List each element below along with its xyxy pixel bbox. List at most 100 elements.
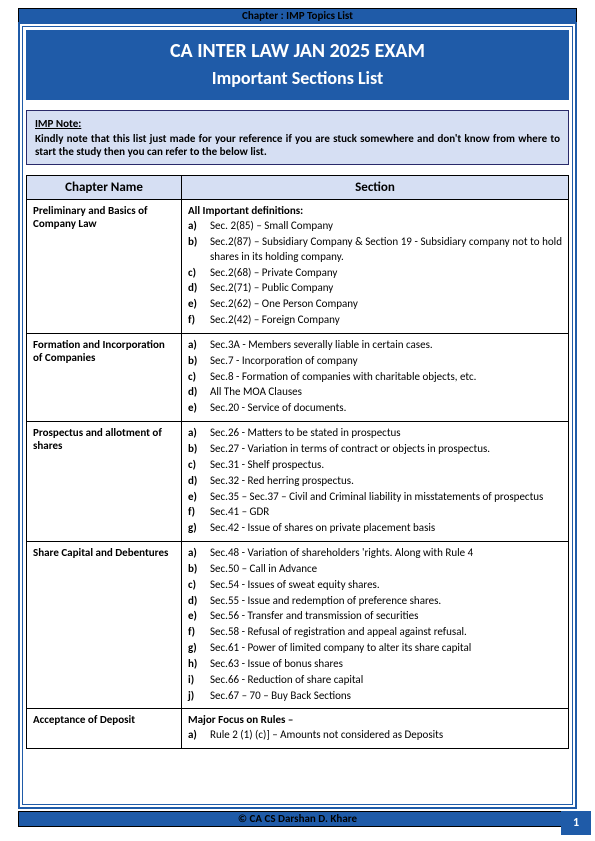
list-item: a)Sec.26 - Matters to be stated in prosp… <box>188 426 562 441</box>
list-item: a)Sec.3A - Members severally liable in c… <box>188 338 562 353</box>
title-box: CA INTER LAW JAN 2025 EXAM Important Sec… <box>26 30 569 100</box>
item-text: Sec.32 - Red herring prospectus. <box>210 474 354 487</box>
item-label: c) <box>188 458 206 473</box>
chapter-cell: Formation and Incorporation of Companies <box>27 333 182 421</box>
item-text: Sec.42 - Issue of shares on private plac… <box>210 521 435 534</box>
item-label: e) <box>188 297 206 312</box>
item-label: f) <box>188 505 206 520</box>
section-intro: Major Focus on Rules – <box>188 713 562 726</box>
item-label: g) <box>188 641 206 656</box>
item-text: Sec.3A - Members severally liable in cer… <box>210 338 433 351</box>
table-body: Preliminary and Basics of Company LawAll… <box>27 200 569 749</box>
list-item: d) All The MOA Clauses <box>188 385 562 400</box>
section-intro: All Important definitions: <box>188 204 562 217</box>
item-text: Sec.55 - Issue and redemption of prefere… <box>210 594 441 607</box>
item-text: Sec.56 - Transfer and transmission of se… <box>210 609 418 622</box>
item-text: Sec.8 - Formation of companies with char… <box>210 370 476 383</box>
section-cell: a)Sec.26 - Matters to be stated in prosp… <box>182 422 569 542</box>
item-list: a)Sec.26 - Matters to be stated in prosp… <box>188 426 562 536</box>
item-label: e) <box>188 401 206 416</box>
list-item: f) Sec.41 – GDR <box>188 505 562 520</box>
item-label: d) <box>188 281 206 296</box>
item-label: b) <box>188 354 206 369</box>
content-area: CA INTER LAW JAN 2025 EXAM Important Sec… <box>26 30 569 801</box>
item-label: e) <box>188 609 206 624</box>
list-item: c) Sec.2(68) – Private Company <box>188 266 562 281</box>
col-section: Section <box>182 176 569 200</box>
item-list: a)Sec.48 - Variation of shareholders 'ri… <box>188 546 562 703</box>
list-item: g) Sec.61 - Power of limited company to a… <box>188 641 562 656</box>
sections-table: Chapter Name Section Preliminary and Bas… <box>26 175 569 749</box>
section-cell: a)Sec.3A - Members severally liable in c… <box>182 333 569 421</box>
main-title: CA INTER LAW JAN 2025 EXAM <box>27 39 568 63</box>
item-label: e) <box>188 490 206 505</box>
item-label: h) <box>188 657 206 672</box>
chapter-cell: Preliminary and Basics of Company Law <box>27 200 182 334</box>
list-item: d) Sec.55 - Issue and redemption of prefe… <box>188 594 562 609</box>
item-label: d) <box>188 474 206 489</box>
note-box: IMP Note: Kindly note that this list jus… <box>26 110 569 165</box>
item-text: Sec.41 – GDR <box>210 505 269 518</box>
list-item: a)Rule 2 (1) (c)] – Amounts not consider… <box>188 728 562 743</box>
item-label: g) <box>188 521 206 536</box>
item-text: Sec.2(87) – Subsidiary Company & Section… <box>210 235 562 263</box>
item-text: Sec.31 - Shelf prospectus. <box>210 458 324 471</box>
item-list: a)Sec.3A - Members severally liable in c… <box>188 338 562 416</box>
item-text: Sec.2(68) – Private Company <box>210 266 337 279</box>
item-text: Sec.58 - Refusal of registration and app… <box>210 625 467 638</box>
item-label: c) <box>188 370 206 385</box>
item-label: f) <box>188 313 206 328</box>
item-text: Sec. 2(85) – Small Company <box>210 219 333 232</box>
item-label: f) <box>188 625 206 640</box>
list-item: e) Sec.2(62) – One Person Company <box>188 297 562 312</box>
page-number: 1 <box>561 811 591 835</box>
item-label: a) <box>188 546 206 561</box>
list-item: j) Sec.67 – 70 – Buy Back Sections <box>188 689 562 704</box>
list-item: f)Sec.2(42) – Foreign Company <box>188 313 562 328</box>
list-item: g) Sec.42 - Issue of shares on private pl… <box>188 521 562 536</box>
note-heading: IMP Note: <box>35 117 560 130</box>
note-body: Kindly note that this list just made for… <box>35 132 560 158</box>
list-item: d) Sec.32 - Red herring prospectus. <box>188 474 562 489</box>
list-item: h) Sec.63 - Issue of bonus shares <box>188 657 562 672</box>
list-item: c) Sec.8 - Formation of companies with ch… <box>188 370 562 385</box>
item-label: i) <box>188 673 206 688</box>
item-list: a) Sec. 2(85) – Small Company b) Sec.2(87) … <box>188 219 562 328</box>
item-text: Sec.50 – Call in Advance <box>210 562 317 575</box>
col-chapter: Chapter Name <box>27 176 182 200</box>
item-label: b) <box>188 442 206 457</box>
section-cell: All Important definitions: a) Sec. 2(85) –… <box>182 200 569 334</box>
footer-banner: © CA CS Darshan D. Khare <box>18 811 577 827</box>
item-text: Sec.2(62) – One Person Company <box>210 297 358 310</box>
list-item: c) Sec.54 - Issues of sweat equity shares… <box>188 578 562 593</box>
item-text: Sec.27 - Variation in terms of contract … <box>210 442 490 455</box>
item-label: b) <box>188 562 206 577</box>
item-text: Sec.35 – Sec.37 – Civil and Criminal lia… <box>210 490 543 503</box>
item-text: Rule 2 (1) (c)] – Amounts not considered… <box>210 728 443 741</box>
list-item: b) Sec.50 – Call in Advance <box>188 562 562 577</box>
item-label: d) <box>188 594 206 609</box>
subtitle: Important Sections List <box>27 67 568 89</box>
item-label: b) <box>188 235 206 250</box>
item-label: j) <box>188 689 206 704</box>
item-list: a)Rule 2 (1) (c)] – Amounts not consider… <box>188 728 562 743</box>
list-item: f) Sec.58 - Refusal of registration and a… <box>188 625 562 640</box>
chapter-cell: Share Capital and Debentures <box>27 542 182 709</box>
section-cell: Major Focus on Rules – a)Rule 2 (1) (c)] … <box>182 709 569 749</box>
item-label: d) <box>188 385 206 400</box>
item-text: Sec.20 - Service of documents. <box>210 401 346 414</box>
item-text: Sec.54 - Issues of sweat equity shares. <box>210 578 380 591</box>
list-item: b)Sec.7 - Incorporation of company <box>188 354 562 369</box>
item-text: All The MOA Clauses <box>210 385 302 398</box>
item-text: Sec.67 – 70 – Buy Back Sections <box>210 689 351 702</box>
item-label: c) <box>188 578 206 593</box>
chapter-cell: Prospectus and allotment of shares <box>27 422 182 542</box>
item-label: c) <box>188 266 206 281</box>
item-text: Sec.61 - Power of limited company to alt… <box>210 641 471 654</box>
list-item: a)Sec.48 - Variation of shareholders 'ri… <box>188 546 562 561</box>
list-item: e) Sec.20 - Service of documents. <box>188 401 562 416</box>
item-text: Sec.2(71) – Public Company <box>210 281 333 294</box>
item-label: a) <box>188 219 206 234</box>
item-text: Sec.63 - Issue of bonus shares <box>210 657 343 670</box>
list-item: b) Sec.2(87) – Subsidiary Company & Secti… <box>188 235 562 265</box>
